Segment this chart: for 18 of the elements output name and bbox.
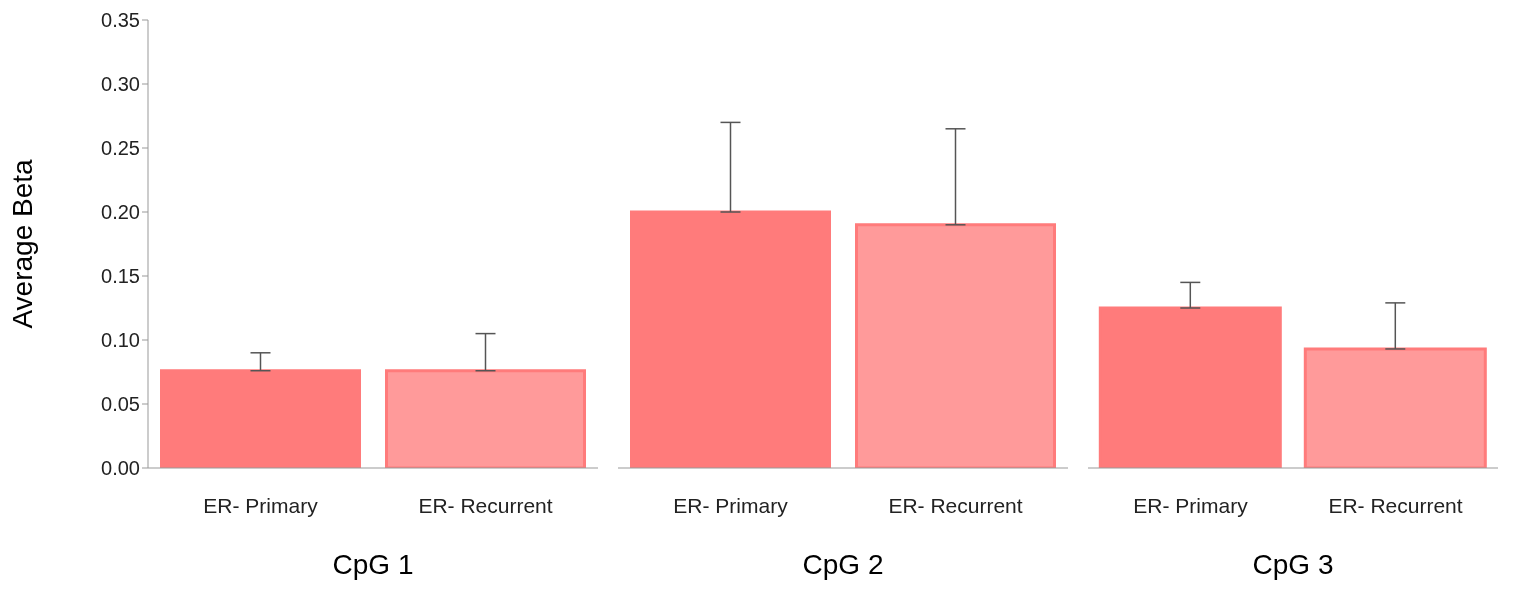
y-tick-label: 0.30 [101, 73, 140, 96]
y-tick-label: 0.25 [101, 137, 140, 160]
x-axis-title: CpG 3 [1252, 549, 1334, 580]
x-tick-label: ER- Recurrent [1328, 493, 1463, 517]
x-tick-label: ER- Recurrent [418, 493, 553, 517]
x-tick-label: ER- Primary [203, 493, 319, 517]
x-tick-label: ER- Primary [673, 493, 789, 517]
x-axis-title: CpG 1 [332, 549, 414, 580]
y-tick-label: 0.15 [101, 265, 140, 288]
y-axis-title: Average Beta [6, 159, 38, 329]
y-tick-label: 0.35 [101, 9, 140, 32]
y-tick-label: 0.20 [101, 201, 140, 224]
x-axis-title: CpG 2 [802, 549, 884, 580]
y-tick-label: 0.00 [101, 457, 140, 480]
x-tick-label: ER- Recurrent [888, 493, 1023, 517]
y-tick-label: 0.05 [101, 393, 140, 416]
x-tick-label: ER- Primary [1133, 493, 1249, 517]
y-tick-label: 0.10 [101, 329, 140, 352]
